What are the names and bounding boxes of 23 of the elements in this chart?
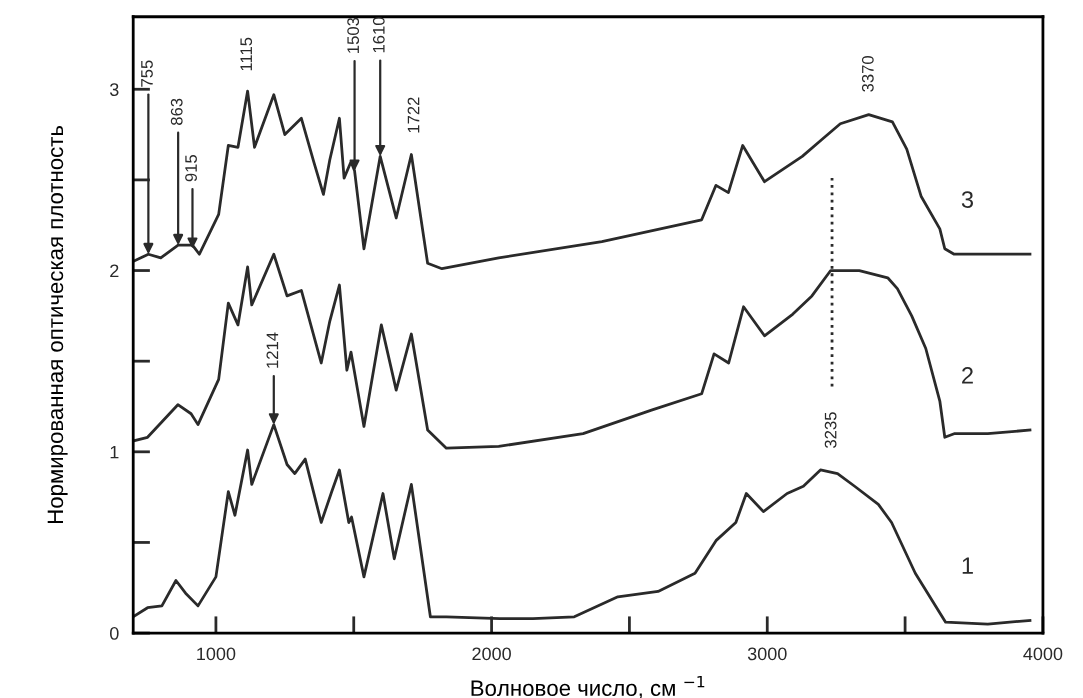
x-axis-title: Волновое число, см $^{−1}$: [471, 675, 705, 698]
series-label: 3: [961, 191, 973, 208]
y-axis-title: Нормированная оптическая плотность: [47, 125, 68, 523]
annotation: 755: [141, 60, 153, 87]
y-tick-label: 2: [110, 264, 119, 278]
annotation: 915: [185, 155, 197, 182]
x-tick-label: 2000: [472, 647, 511, 661]
x-tick-label: 4000: [1023, 647, 1063, 661]
series-label: 1: [962, 557, 973, 574]
annotation: 1722: [407, 97, 420, 133]
y-tick-label: 0: [109, 627, 119, 640]
x-tick-label: 3000: [747, 647, 787, 661]
annotation: 1503: [347, 17, 360, 53]
annotation: 3235: [824, 412, 837, 448]
y-tick-label: 1: [110, 445, 119, 459]
series-label: 2: [962, 367, 973, 384]
annotation: 3370: [861, 55, 874, 92]
y-tick-label: 3: [109, 83, 119, 96]
x-tick-label: 1000: [197, 647, 236, 661]
annotation: 1610: [372, 17, 385, 53]
annotation: 1115: [240, 37, 253, 71]
annotation: 1214: [266, 332, 279, 368]
annotation: 863: [170, 98, 183, 125]
